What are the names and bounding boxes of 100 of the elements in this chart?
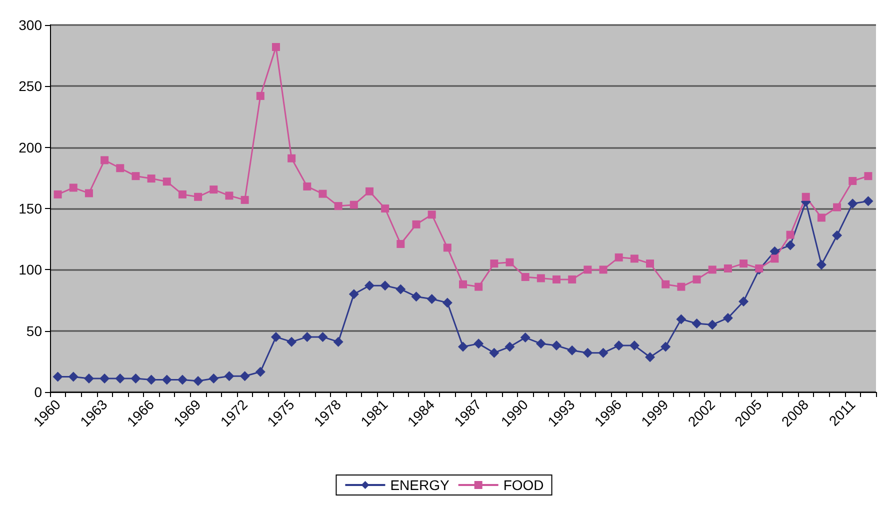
point [116, 164, 124, 172]
point [428, 210, 436, 219]
point [162, 178, 171, 186]
point [662, 280, 670, 288]
point [660, 342, 671, 352]
point [599, 266, 608, 274]
point [833, 203, 842, 212]
point [630, 254, 638, 263]
point [692, 275, 701, 284]
y-tick-label: 0 [34, 384, 42, 400]
point [848, 176, 857, 185]
point [708, 266, 716, 274]
point [100, 156, 109, 164]
point [396, 284, 406, 294]
point [193, 376, 204, 386]
point [255, 366, 266, 377]
point [676, 314, 686, 324]
point [598, 348, 608, 358]
point [770, 254, 779, 263]
point [740, 260, 748, 268]
y-tick-label: 250 [18, 78, 42, 94]
point [645, 352, 656, 362]
point [426, 294, 437, 304]
point [52, 372, 63, 382]
point [210, 186, 218, 194]
point [303, 182, 312, 190]
point [270, 332, 281, 342]
y-tick-label: 150 [18, 200, 42, 216]
point [256, 92, 264, 100]
point [132, 172, 140, 180]
point [474, 282, 483, 291]
point [162, 374, 172, 385]
point [504, 342, 515, 352]
point [582, 348, 593, 358]
point [318, 332, 328, 342]
point [333, 336, 344, 347]
point [318, 190, 327, 198]
legend-label: FOOD [503, 477, 544, 493]
point [177, 374, 188, 385]
point [84, 374, 94, 384]
point [770, 246, 780, 256]
point [864, 172, 872, 180]
point [832, 230, 842, 240]
point [568, 275, 576, 284]
point [224, 371, 234, 382]
y-tick-label: 50 [26, 322, 42, 339]
point [629, 340, 640, 351]
y-tick-label: 200 [18, 139, 42, 156]
point [380, 280, 390, 291]
point [84, 189, 93, 198]
point [208, 374, 219, 384]
y-tick-label: 100 [18, 262, 42, 278]
point [334, 202, 342, 210]
point [442, 298, 452, 308]
point [707, 320, 718, 330]
point [100, 374, 110, 384]
point [381, 204, 390, 212]
point [130, 374, 141, 384]
point [848, 198, 858, 209]
point [240, 196, 249, 204]
point [724, 264, 732, 272]
point [802, 192, 810, 201]
point [722, 312, 733, 323]
point [365, 187, 374, 196]
point [146, 374, 156, 385]
point [817, 214, 826, 222]
point [412, 220, 420, 228]
point [738, 296, 749, 306]
point [584, 266, 592, 274]
point [443, 244, 452, 252]
point [567, 345, 578, 356]
point [536, 274, 545, 282]
point [225, 192, 234, 200]
point [302, 332, 312, 342]
point [863, 196, 874, 206]
point [816, 260, 826, 270]
legend-label: ENERGY [390, 477, 450, 493]
point [489, 348, 500, 358]
point [459, 280, 467, 288]
point [272, 43, 280, 52]
point [147, 174, 156, 183]
point [474, 338, 484, 349]
point [396, 240, 405, 248]
point [614, 253, 623, 262]
point [364, 280, 374, 291]
point [692, 318, 702, 328]
point [54, 190, 62, 198]
y-tick-label: 300 [18, 17, 42, 33]
point [68, 372, 78, 382]
point [755, 264, 764, 272]
point [490, 260, 498, 268]
point [240, 371, 250, 382]
point [520, 332, 530, 343]
point [178, 190, 186, 198]
point [614, 340, 624, 351]
point [646, 260, 654, 268]
point [288, 154, 296, 162]
point [115, 374, 126, 384]
point [785, 240, 796, 250]
point [521, 273, 530, 282]
